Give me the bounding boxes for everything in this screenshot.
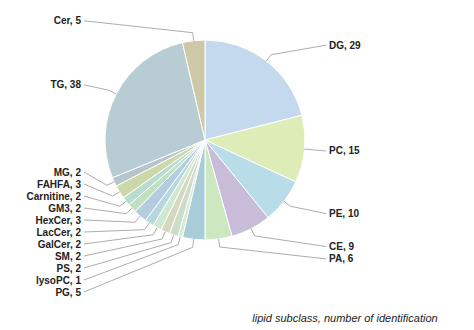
leader-line xyxy=(84,85,116,94)
data-label: DG, 29 xyxy=(329,40,361,51)
leader-line xyxy=(84,208,132,214)
leader-line xyxy=(84,216,140,222)
x-axis-label: lipid subclass, number of identification xyxy=(252,312,437,324)
slices: DGPCPECEPAPGlysoPCPSSMGalCerLacCerHexCer… xyxy=(105,40,305,240)
leader-line xyxy=(284,201,326,213)
leader-line xyxy=(305,149,326,151)
data-label: SM, 2 xyxy=(55,251,82,262)
data-label: PC, 15 xyxy=(329,145,360,156)
leader-line xyxy=(251,229,326,247)
data-label: PG, 5 xyxy=(55,287,81,298)
leader-line xyxy=(84,232,165,256)
leader-line xyxy=(84,196,126,206)
data-label: PE, 10 xyxy=(329,208,359,219)
data-label: LacCer, 2 xyxy=(37,227,82,238)
data-label: Cer, 5 xyxy=(54,15,82,26)
data-labels: DG, 29 PC, 15 PE, 10 CE, 9PA, 6 PG, 5lysoPC,… xyxy=(27,15,362,297)
leader-line xyxy=(84,239,194,292)
leader-lines xyxy=(84,21,326,292)
data-label: lysoPC, 1 xyxy=(36,275,81,286)
chart: DGPCPECEPAPGlysoPCPSSMGalCerLacCerHexCer… xyxy=(0,0,474,330)
data-label: GM3, 2 xyxy=(48,203,81,214)
page: {"chart_data": {"type": "pie", "categori… xyxy=(0,0,474,330)
slice: Cer xyxy=(182,40,205,140)
data-label: Carnitine, 2 xyxy=(27,191,82,202)
data-label: HexCer, 3 xyxy=(35,215,81,226)
slice: PA xyxy=(205,140,232,240)
leader-line xyxy=(219,239,326,259)
data-label: FAHFA, 3 xyxy=(37,179,81,190)
data-label: GalCer, 2 xyxy=(38,239,82,250)
leader-line xyxy=(84,184,120,196)
leader-line xyxy=(266,45,326,61)
leader-line xyxy=(84,172,114,185)
leader-line xyxy=(84,235,174,268)
leader-line xyxy=(84,223,149,232)
data-label: MG, 2 xyxy=(54,167,82,178)
data-label: TG, 38 xyxy=(50,79,81,90)
leader-line xyxy=(84,228,157,244)
data-label: CE, 9 xyxy=(329,241,354,252)
leader-line xyxy=(84,21,194,41)
data-label: PA, 6 xyxy=(329,253,354,264)
data-label: PS, 2 xyxy=(57,263,82,274)
leader-line xyxy=(84,237,180,280)
